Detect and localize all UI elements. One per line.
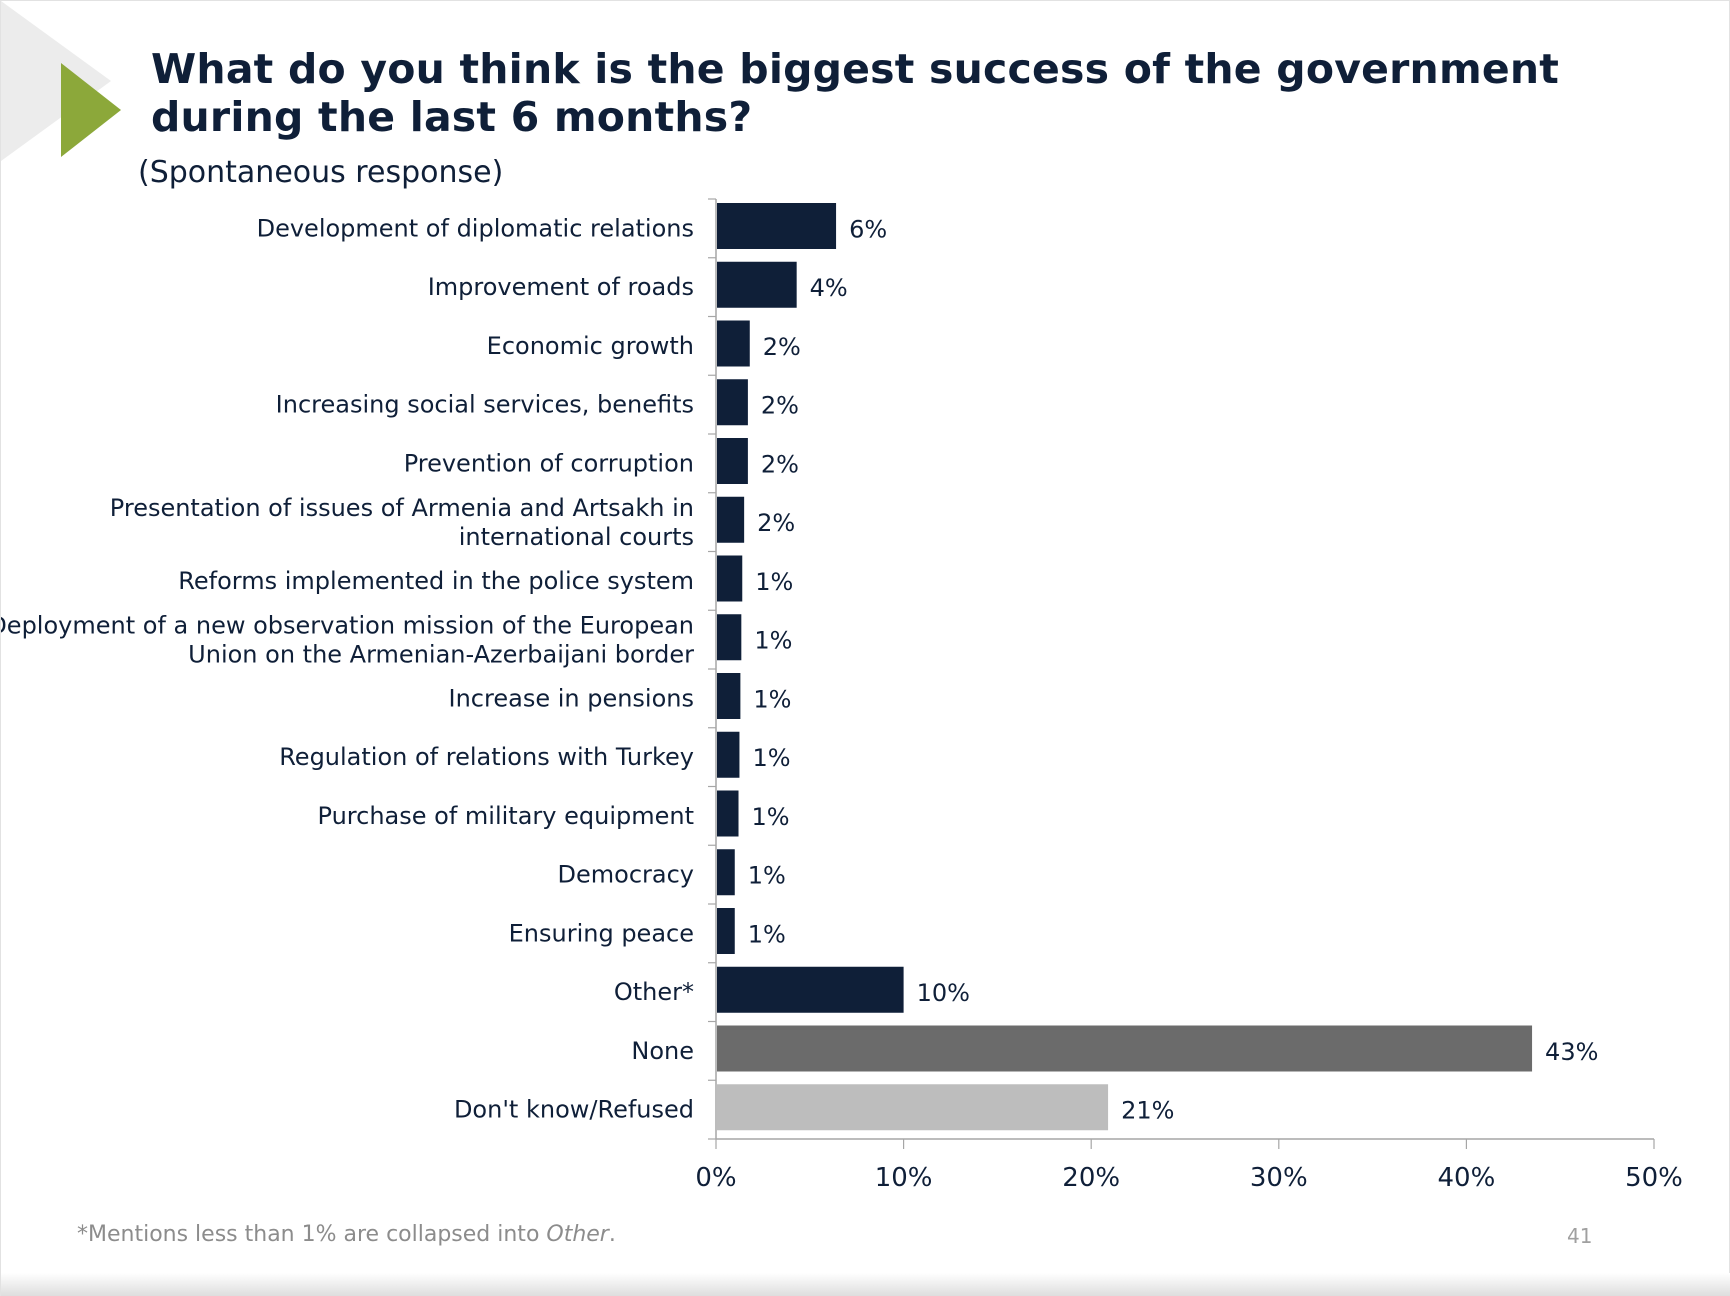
category-label: Regulation of relations with Turkey (279, 743, 694, 771)
x-tick-label: 20% (1062, 1163, 1120, 1193)
data-label: 2% (763, 333, 801, 361)
bar (717, 379, 748, 426)
data-label: 1% (748, 920, 786, 948)
bar (717, 849, 735, 896)
category-label: Development of diplomatic relations (257, 214, 694, 242)
x-tick-label: 10% (875, 1163, 933, 1193)
data-label: 1% (754, 627, 792, 655)
category-label: Increasing social services, benefits (276, 391, 694, 419)
x-tick-label: 0% (695, 1163, 736, 1193)
category-label: Increase in pensions (449, 684, 694, 712)
slide-corner-decoration (1, 1, 121, 161)
slide-title: What do you think is the biggest success… (151, 45, 1560, 141)
category-label: Democracy (558, 861, 694, 889)
data-label: 1% (753, 685, 791, 713)
data-label: 6% (849, 215, 887, 243)
bar (717, 731, 740, 778)
footnote: *Mentions less than 1% are collapsed int… (77, 1222, 616, 1247)
data-label: 1% (752, 803, 790, 831)
bar (717, 1084, 1109, 1131)
x-tick-label: 40% (1438, 1163, 1496, 1193)
data-label: 43% (1545, 1038, 1598, 1066)
bar (717, 966, 904, 1013)
category-label: Economic growth (487, 332, 694, 360)
data-label: 1% (752, 744, 790, 772)
category-label: Union on the Armenian-Azerbaijani border (188, 641, 694, 669)
data-label: 2% (761, 450, 799, 478)
category-label: Purchase of military equipment (318, 802, 694, 830)
bar (717, 614, 742, 661)
category-label: Presentation of issues of Armenia and Ar… (110, 494, 694, 522)
data-label: 4% (810, 274, 848, 302)
footnote-other: Other (546, 1222, 609, 1247)
bar (717, 790, 739, 837)
bottom-rule (1, 1273, 1730, 1296)
data-label: 2% (761, 392, 799, 420)
data-label: 2% (757, 509, 795, 537)
slide-subtitle: (Spontaneous response) (138, 155, 504, 190)
category-label: Improvement of roads (428, 273, 694, 301)
data-label: 1% (755, 568, 793, 596)
category-label: Don't know/Refused (454, 1096, 694, 1124)
bar (717, 908, 735, 954)
category-label: None (631, 1037, 694, 1065)
corner-shape (1, 1, 111, 161)
category-label: Ensuring peace (509, 919, 694, 947)
footnote-suffix: . (608, 1222, 616, 1247)
x-tick-label: 30% (1250, 1163, 1308, 1193)
category-label: international courts (459, 523, 694, 551)
bar (717, 320, 750, 367)
bar (717, 438, 748, 484)
bar (717, 496, 745, 543)
x-tick-label: 50% (1625, 1163, 1683, 1193)
category-label: Deployment of a new observation mission … (1, 612, 694, 640)
page-number: 41 (1567, 1224, 1593, 1248)
data-label: 21% (1121, 1097, 1174, 1125)
bar (717, 1025, 1533, 1072)
bar (717, 555, 743, 602)
data-label: 10% (917, 979, 970, 1007)
bar (717, 673, 741, 719)
category-label: Reforms implemented in the police system (178, 567, 694, 595)
footnote-prefix: *Mentions less than 1% are collapsed int… (77, 1222, 547, 1247)
data-label: 1% (748, 862, 786, 890)
bar (717, 203, 837, 249)
bar-chart: 0% 10% 20% 30% 40% 50% 6% Development of diplom… (1, 198, 1683, 1193)
bar (717, 261, 797, 308)
category-label: Other* (614, 978, 694, 1006)
play-arrow-icon (61, 63, 121, 157)
category-label: Prevention of corruption (404, 449, 694, 477)
